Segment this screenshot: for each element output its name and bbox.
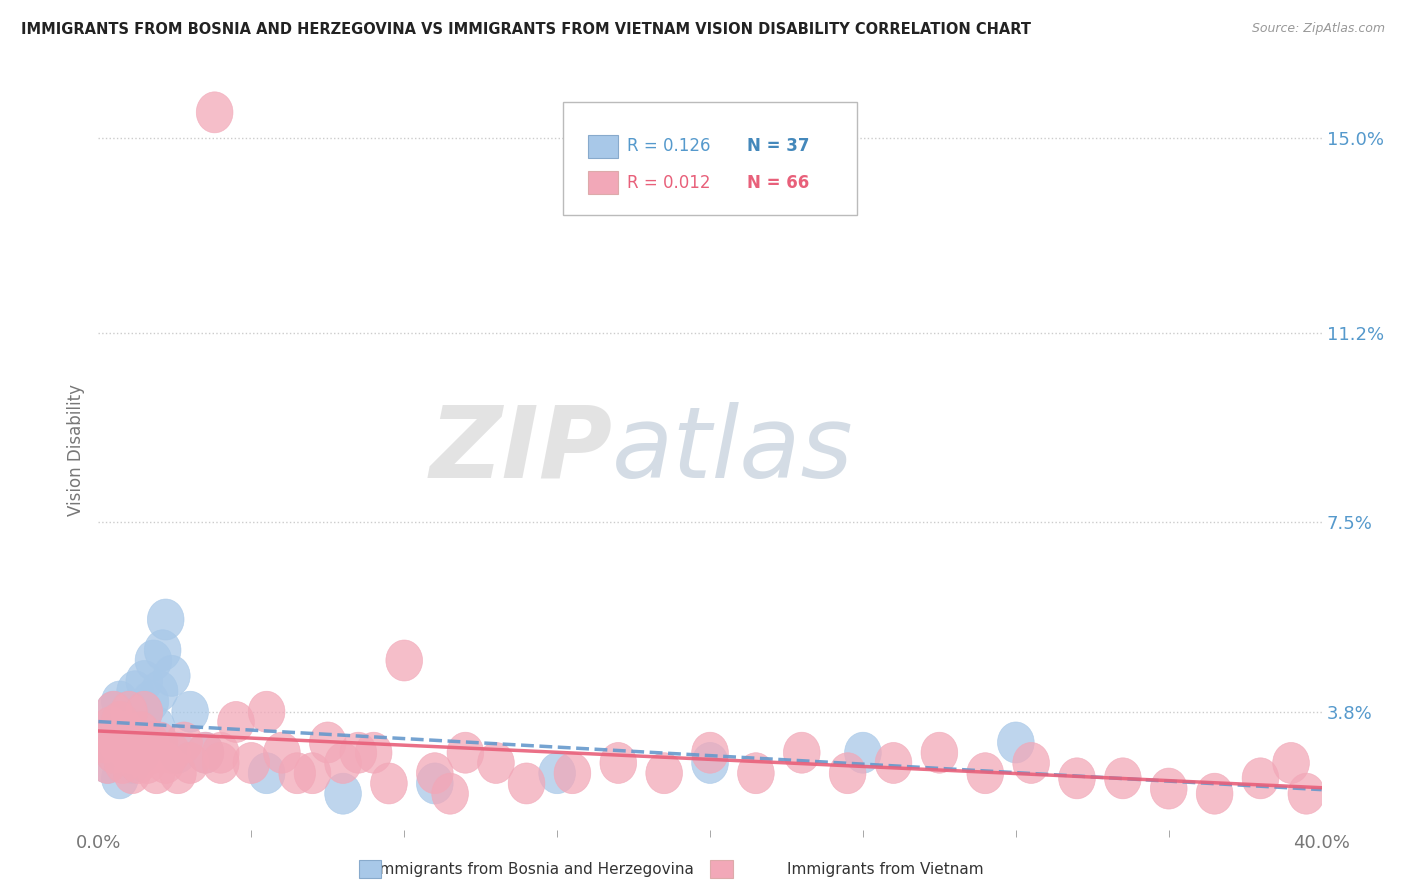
Text: IMMIGRANTS FROM BOSNIA AND HERZEGOVINA VS IMMIGRANTS FROM VIETNAM VISION DISABIL: IMMIGRANTS FROM BOSNIA AND HERZEGOVINA V… [21,22,1031,37]
Y-axis label: Vision Disability: Vision Disability [66,384,84,516]
Text: N = 66: N = 66 [747,174,808,192]
Text: N = 37: N = 37 [747,137,810,155]
Text: R = 0.012: R = 0.012 [627,174,710,192]
Text: Source: ZipAtlas.com: Source: ZipAtlas.com [1251,22,1385,36]
FancyBboxPatch shape [588,171,619,194]
Text: atlas: atlas [612,402,853,499]
Text: Immigrants from Bosnia and Herzegovina: Immigrants from Bosnia and Herzegovina [375,863,693,877]
Text: ZIP: ZIP [429,402,612,499]
FancyBboxPatch shape [564,102,856,216]
Text: R = 0.126: R = 0.126 [627,137,710,155]
Text: Immigrants from Vietnam: Immigrants from Vietnam [787,863,984,877]
FancyBboxPatch shape [588,135,619,158]
